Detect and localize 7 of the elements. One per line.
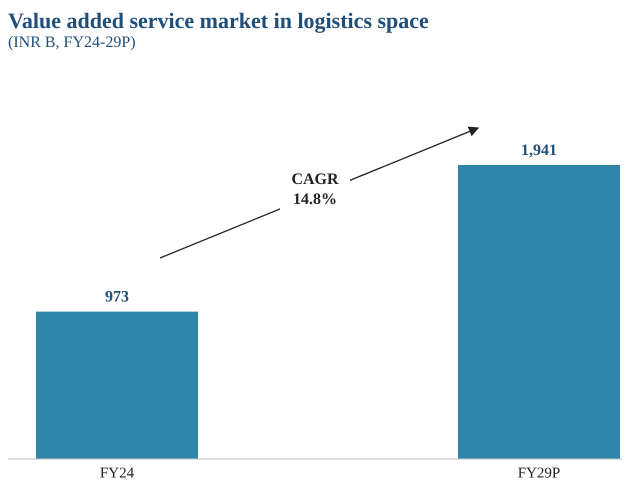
chart-title: Value added service market in logistics space [8, 8, 430, 34]
annotation: CAGR 14.8% [280, 170, 350, 210]
data-label: 973 [105, 288, 129, 306]
data-label: 1,941 [521, 142, 557, 159]
x-tick-label: FY24 [100, 466, 135, 482]
x-tick-label: FY29P [518, 466, 560, 482]
chart-subtitle: (INR B, FY24-29P) [8, 34, 137, 52]
